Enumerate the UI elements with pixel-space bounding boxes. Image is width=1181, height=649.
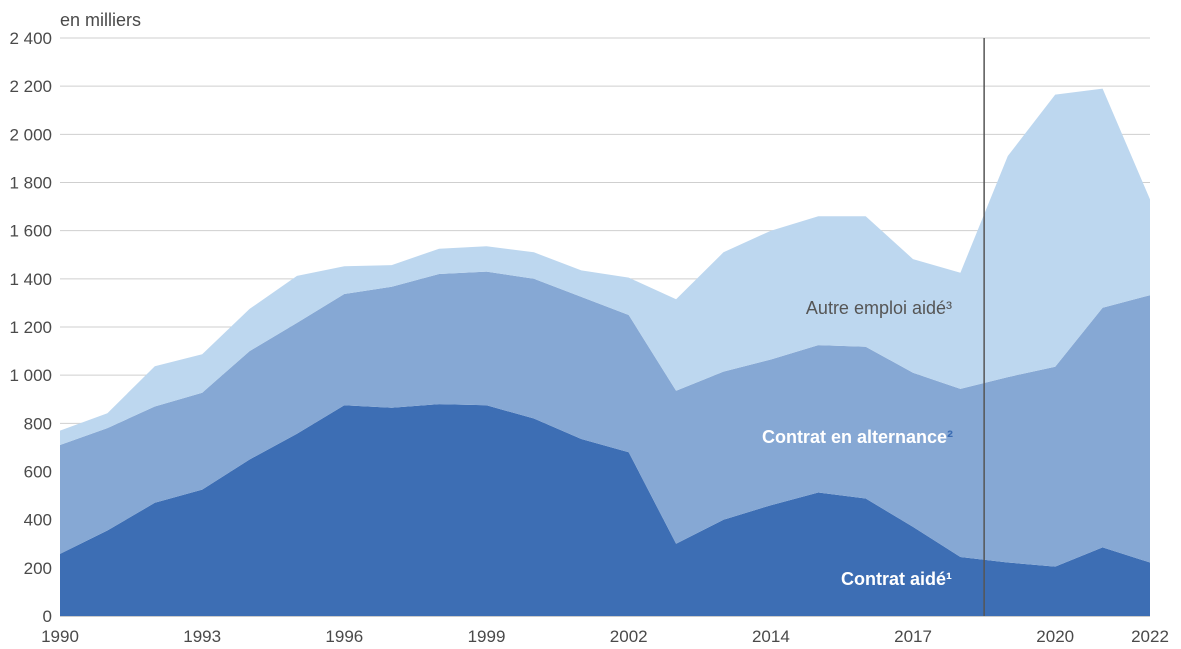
area-series-autre-emploi-aid — [60, 88, 1150, 445]
y-tick-label: 0 — [43, 607, 52, 626]
y-tick-label: 600 — [24, 463, 52, 482]
y-tick-label: 800 — [24, 414, 52, 433]
y-tick-label: 400 — [24, 511, 52, 530]
y-tick-label: 1 200 — [9, 318, 52, 337]
y-axis-ticks: 0 200 400 600 800 1 000 1 200 1 400 1 600 1 800 2 … — [9, 29, 52, 626]
y-tick-label: 200 — [24, 559, 52, 578]
x-tick-label: 2022 — [1131, 627, 1169, 646]
y-tick-label: 2 400 — [9, 29, 52, 48]
x-tick-label: 2020 — [1036, 627, 1074, 646]
y-tick-label: 2 200 — [9, 77, 52, 96]
y-tick-label: 1 400 — [9, 270, 52, 289]
x-tick-label: 2017 — [894, 627, 932, 646]
area-series-contrat-aid — [60, 404, 1150, 616]
unit-label: en milliers — [60, 10, 141, 30]
y-tick-label: 1 000 — [9, 366, 52, 385]
x-tick-label: 2014 — [752, 627, 790, 646]
y-tick-label: 1 600 — [9, 222, 52, 241]
area-series — [60, 88, 1150, 616]
x-axis-ticks: 1990 1993 1996 1999 2002 2014 2017 2020 2022 — [41, 627, 1169, 646]
y-tick-label: 1 800 — [9, 174, 52, 193]
y-tick-label: 2 000 — [9, 125, 52, 144]
area-series-contrat-en-alternance — [60, 271, 1150, 567]
series-labels: Autre emploi aidé³ Contrat en alternance… — [762, 298, 953, 589]
x-tick-label: 1990 — [41, 627, 79, 646]
series-label-contrat-en-alternance: Contrat en alternance² — [762, 427, 953, 447]
series-label-autre-emploi-aide: Autre emploi aidé³ — [806, 298, 952, 318]
x-tick-label: 2002 — [610, 627, 648, 646]
x-tick-label: 1993 — [183, 627, 221, 646]
series-label-contrat-aide: Contrat aidé¹ — [841, 569, 952, 589]
x-tick-label: 1999 — [468, 627, 506, 646]
x-tick-label: 1996 — [325, 627, 363, 646]
